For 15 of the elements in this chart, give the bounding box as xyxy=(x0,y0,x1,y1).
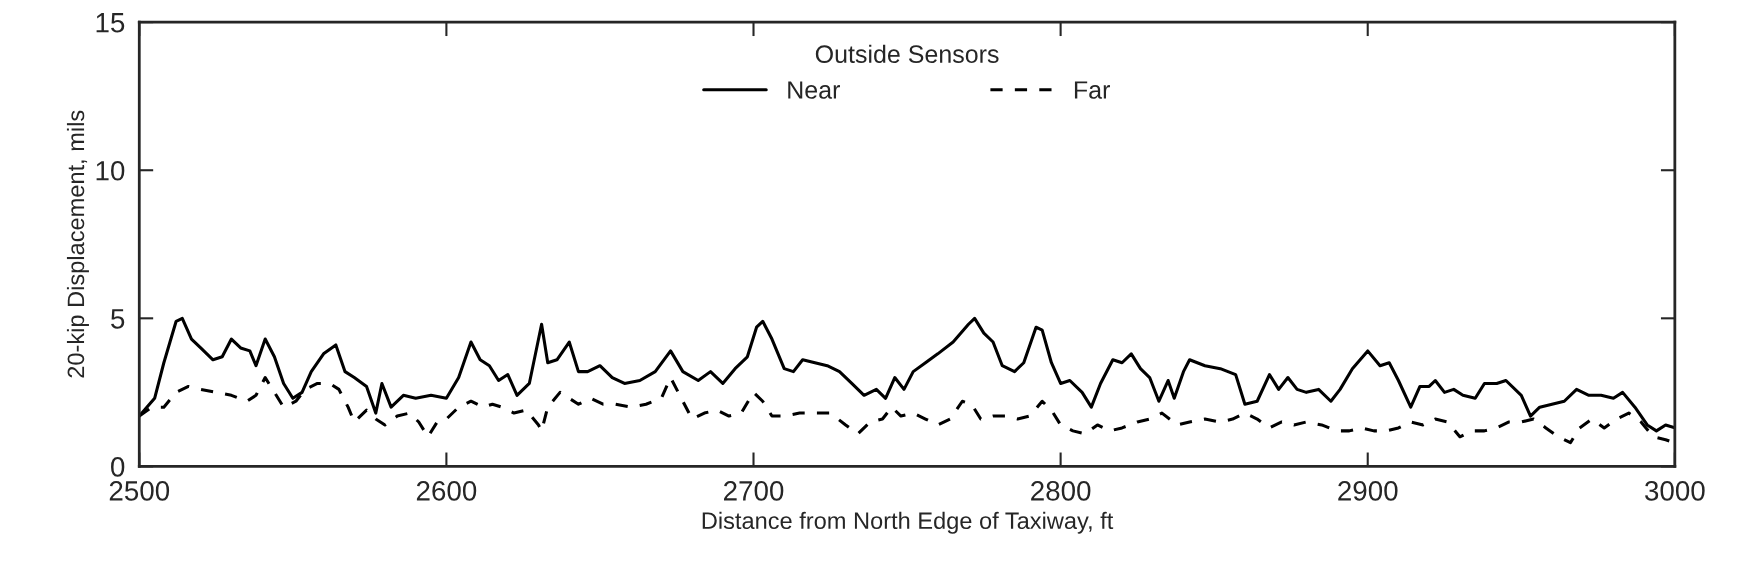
x-tick-label: 2800 xyxy=(1031,481,1091,501)
legend-label: Far xyxy=(1074,81,1110,99)
x-tick-label: 2900 xyxy=(1338,481,1398,501)
x-tick-label: 2600 xyxy=(416,481,477,501)
y-axis-title: 20-kip Displacement, mils xyxy=(66,110,89,378)
x-tick-label: 2500 xyxy=(109,481,170,501)
x-axis-title: Distance from North Edge of Taxiway, ft xyxy=(702,511,1114,534)
y-tick-label: 15 xyxy=(96,13,125,33)
x-tick-label: 3000 xyxy=(1645,481,1705,501)
y-tick-label: 0 xyxy=(111,457,125,477)
x-tick-label: 2700 xyxy=(724,481,784,501)
legend-label: Near xyxy=(788,81,840,99)
legend-title: Outside Sensors xyxy=(815,44,999,64)
y-tick-label: 5 xyxy=(111,309,125,329)
y-tick-label: 10 xyxy=(96,160,125,181)
